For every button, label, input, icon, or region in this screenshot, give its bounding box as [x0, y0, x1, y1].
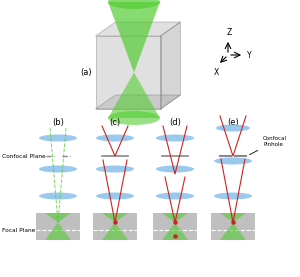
Ellipse shape — [108, 0, 160, 9]
Polygon shape — [220, 222, 246, 240]
Text: (e): (e) — [227, 118, 239, 127]
Polygon shape — [95, 36, 160, 109]
Ellipse shape — [96, 193, 134, 199]
Bar — [211, 213, 255, 240]
Polygon shape — [220, 213, 246, 222]
Ellipse shape — [39, 193, 77, 199]
Ellipse shape — [108, 111, 160, 125]
Polygon shape — [108, 73, 160, 118]
Ellipse shape — [214, 158, 252, 165]
Polygon shape — [108, 2, 160, 73]
Polygon shape — [95, 95, 181, 109]
Ellipse shape — [39, 165, 77, 173]
Polygon shape — [95, 22, 181, 36]
Text: X: X — [213, 68, 219, 77]
Text: (a): (a) — [80, 68, 92, 77]
Bar — [153, 213, 197, 240]
Ellipse shape — [156, 193, 194, 199]
Bar — [36, 213, 80, 240]
Polygon shape — [162, 222, 188, 240]
Text: Confocal
Pinhole: Confocal Pinhole — [250, 136, 287, 155]
Polygon shape — [45, 213, 71, 222]
Text: Confocal Plane: Confocal Plane — [2, 153, 46, 158]
Polygon shape — [45, 222, 71, 240]
Polygon shape — [160, 22, 181, 109]
Text: Focal Plane: Focal Plane — [2, 227, 35, 232]
Ellipse shape — [216, 124, 250, 132]
Text: Y: Y — [247, 50, 252, 60]
Text: (c): (c) — [110, 118, 121, 127]
Text: (b): (b) — [52, 118, 64, 127]
Ellipse shape — [156, 165, 194, 173]
Polygon shape — [102, 213, 128, 222]
Ellipse shape — [96, 165, 134, 173]
Polygon shape — [162, 213, 188, 222]
Text: (d): (d) — [169, 118, 181, 127]
Bar — [93, 213, 137, 240]
Ellipse shape — [156, 135, 194, 142]
Polygon shape — [102, 222, 128, 240]
Ellipse shape — [214, 193, 252, 199]
Ellipse shape — [96, 135, 134, 142]
Text: Z: Z — [226, 28, 232, 37]
Ellipse shape — [39, 135, 77, 142]
